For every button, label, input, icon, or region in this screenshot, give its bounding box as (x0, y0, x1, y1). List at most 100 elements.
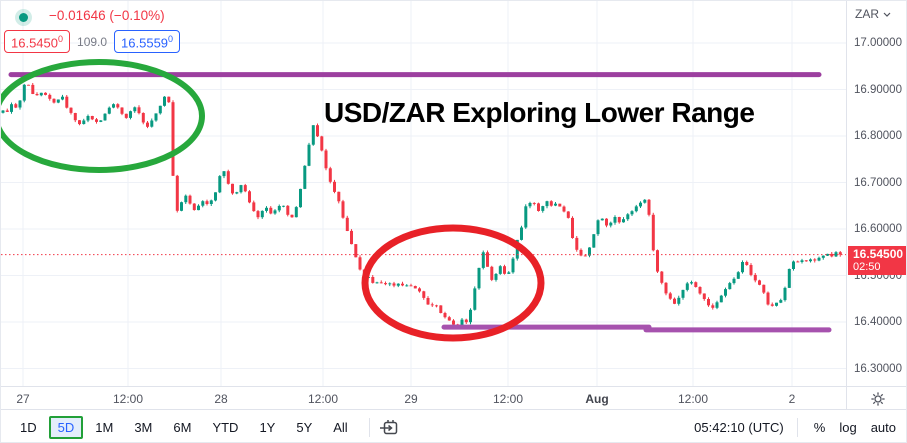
candle-body (651, 214, 655, 251)
candle-body (154, 113, 158, 121)
range-button-3m[interactable]: 3M (134, 419, 153, 435)
chevron-down-icon (883, 12, 891, 17)
range-button-ytd[interactable]: YTD (212, 419, 239, 435)
candle-body (175, 175, 179, 211)
range-button-5y[interactable]: 5Y (296, 419, 313, 435)
candle-body (473, 288, 477, 310)
candle-body (800, 260, 804, 262)
time-tick-label: 2 (788, 392, 796, 406)
candle-body (732, 278, 736, 284)
candle-body (354, 244, 358, 258)
candle-body (282, 205, 285, 207)
time-axis[interactable]: 27 12:00 28 12:00 29 12:00 Aug 12:00 2 (1, 386, 846, 410)
candle-body (163, 96, 166, 106)
candle-body (133, 107, 137, 112)
candle-body (758, 280, 761, 285)
range-button-all[interactable]: All (333, 419, 348, 435)
candle-body (622, 219, 625, 223)
candle-body (630, 211, 634, 215)
candle-body (507, 272, 511, 274)
candle-body (736, 272, 740, 279)
candle-body (307, 144, 311, 166)
currency-dropdown[interactable]: ZAR (855, 7, 891, 21)
session-clock[interactable]: 05:42:10 (UTC) (694, 419, 784, 435)
candle-body (384, 283, 387, 285)
candle-body (277, 206, 281, 211)
candle-body (838, 252, 842, 255)
candle-body (588, 247, 591, 256)
candle-body (137, 107, 141, 114)
range-button-1d[interactable]: 1D (20, 419, 37, 435)
range-button-6m[interactable]: 6M (173, 419, 192, 435)
candle-body (779, 300, 783, 303)
candlestick-chart[interactable] (1, 1, 846, 386)
candle-body (583, 255, 587, 257)
candle-body (150, 120, 154, 127)
candle-body (617, 217, 621, 223)
candle-body (481, 252, 485, 268)
candle-body (388, 283, 392, 285)
candle-body (86, 116, 90, 121)
go-to-date-button[interactable] (379, 418, 400, 437)
candle-body (22, 84, 26, 101)
candle-body (787, 269, 791, 288)
candle-body (27, 84, 30, 86)
candle-body (231, 183, 234, 194)
current-price-badge: 16.54500 02:50 (848, 245, 906, 275)
range-button-1m[interactable]: 1M (95, 419, 114, 435)
bar-countdown: 02:50 (853, 260, 881, 273)
candle-body (783, 287, 787, 301)
log-scale-toggle[interactable]: log (839, 419, 857, 435)
candle-body (95, 119, 98, 122)
time-tick-label: 12:00 (492, 392, 524, 406)
candle-body (745, 262, 749, 265)
percent-scale-toggle[interactable]: % (813, 419, 826, 435)
candle-body (69, 107, 73, 113)
candle-body (817, 257, 821, 261)
candle-body (826, 253, 829, 256)
gear-icon (871, 391, 885, 406)
candle-body (541, 206, 545, 211)
candle-body (124, 113, 128, 118)
auto-scale-toggle[interactable]: auto (870, 419, 896, 435)
candle-body (600, 218, 604, 221)
candle-body (341, 201, 345, 218)
range-button-5d[interactable]: 5D (48, 415, 84, 439)
price-tick-label: 16.30000 (854, 362, 902, 375)
candle-body (605, 218, 608, 226)
candle-body (252, 202, 256, 212)
ask-price-box[interactable]: 16.55590 (114, 30, 181, 54)
candle-body (31, 84, 35, 94)
candle-body (5, 110, 9, 112)
price-axis[interactable]: ZAR 17.00000 16.90000 16.80000 16.70000 16.6… (846, 1, 906, 386)
candle-body (320, 136, 324, 151)
range-button-1y[interactable]: 1Y (259, 419, 276, 435)
bid-price-box[interactable]: 16.54500 (4, 30, 71, 54)
green-ellipse-annotation[interactable] (1, 59, 205, 173)
candle-body (753, 274, 757, 281)
candle-body (766, 292, 770, 305)
market-status-dot-icon (19, 13, 28, 22)
candle-body (324, 150, 328, 169)
axis-settings-corner[interactable] (846, 386, 906, 410)
candle-body (103, 113, 107, 121)
candle-body (702, 293, 706, 299)
candle-body (269, 207, 273, 214)
candle-body (698, 287, 702, 294)
candle-body (647, 199, 651, 215)
time-tick-label: 29 (404, 392, 418, 406)
candle-body (770, 304, 774, 306)
candle-body (681, 289, 685, 298)
candle-body (775, 302, 778, 306)
candle-body (520, 227, 523, 240)
candle-body (243, 185, 247, 192)
candle-body (596, 220, 600, 235)
red-ellipse-annotation[interactable] (361, 224, 545, 342)
candle-body (116, 104, 120, 108)
candle-body (192, 203, 196, 210)
candle-body (464, 319, 468, 323)
candle-body (392, 283, 396, 286)
candle-body (435, 305, 438, 307)
candle-body (685, 283, 689, 290)
